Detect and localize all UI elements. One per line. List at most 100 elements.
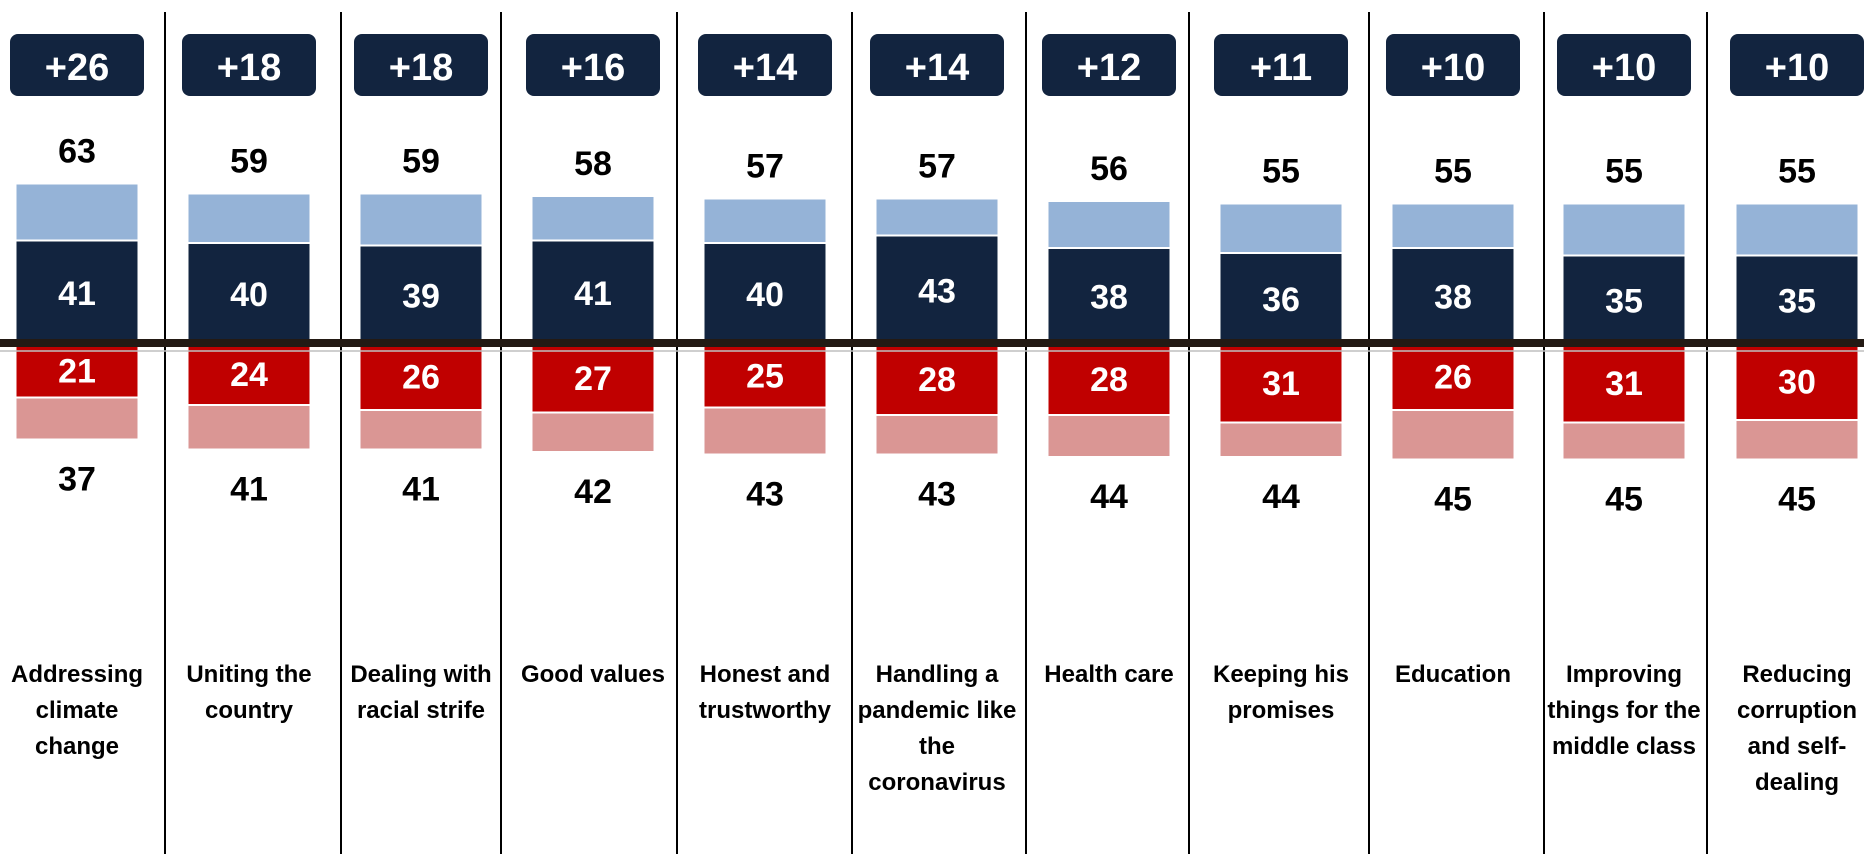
bar-strong-negative-label: 28: [918, 361, 956, 399]
bar-weak-positive: [360, 194, 482, 245]
bar-strong-negative-label: 31: [1262, 365, 1300, 403]
net-badge: [526, 34, 660, 96]
net-badge: [354, 34, 488, 96]
negative-total-label: 43: [918, 476, 956, 514]
net-badge: [10, 34, 144, 96]
bar-strong-negative: [1048, 344, 1170, 414]
net-badge-label: +14: [733, 47, 797, 89]
bar-weak-negative: [360, 411, 482, 449]
positive-total-label: 63: [58, 133, 96, 171]
category-label: Good values: [521, 661, 665, 688]
category-label: dealing: [1755, 769, 1839, 796]
negative-total-label: 43: [746, 476, 784, 514]
bar-weak-positive: [704, 199, 826, 242]
bar-strong-negative: [188, 344, 310, 404]
net-badge-label: +26: [45, 47, 109, 89]
bar-strong-positive-label: 35: [1778, 282, 1816, 320]
bar-strong-negative-label: 21: [58, 352, 96, 390]
negative-total-label: 45: [1434, 481, 1472, 519]
bar-weak-positive: [1736, 204, 1858, 255]
category-label: Reducing: [1742, 661, 1851, 688]
category-label: country: [205, 697, 294, 724]
category-label: racial strife: [357, 697, 485, 724]
category-label: Education: [1395, 661, 1511, 688]
negative-total-label: 42: [574, 473, 612, 511]
category-label: coronavirus: [868, 769, 1005, 796]
bar-strong-positive: [532, 241, 654, 344]
bar-strong-positive-label: 40: [230, 276, 268, 314]
bar-strong-negative: [876, 344, 998, 414]
positive-total-label: 59: [402, 143, 440, 181]
category-label: Dealing with: [350, 661, 491, 688]
bar-weak-positive: [876, 199, 998, 235]
bar-strong-positive-label: 40: [746, 276, 784, 314]
category-label: things for the: [1547, 697, 1700, 724]
bar-strong-positive: [360, 246, 482, 344]
net-badge: [1557, 34, 1691, 96]
bar-strong-positive-label: 43: [918, 272, 956, 310]
negative-total-label: 37: [58, 461, 96, 499]
bar-strong-negative: [360, 344, 482, 409]
bar-weak-positive: [1220, 204, 1342, 252]
net-badge-label: +10: [1421, 47, 1485, 89]
bar-strong-negative: [16, 344, 138, 397]
bar-strong-positive-label: 38: [1434, 279, 1472, 317]
negative-total-label: 44: [1090, 478, 1128, 516]
bar-weak-negative: [1736, 421, 1858, 459]
net-badge-label: +16: [561, 47, 625, 89]
bar-weak-negative: [16, 398, 138, 439]
bar-weak-negative: [188, 406, 310, 449]
category-label: trustworthy: [699, 697, 832, 724]
positive-total-label: 58: [574, 145, 612, 183]
bar-weak-positive: [188, 194, 310, 242]
category-label: Uniting the: [186, 661, 311, 688]
bar-strong-positive: [876, 236, 998, 344]
net-badge: [1386, 34, 1520, 96]
net-badge-label: +12: [1077, 47, 1141, 89]
bar-strong-positive-label: 38: [1090, 279, 1128, 317]
negative-total-label: 41: [230, 471, 268, 509]
bar-strong-positive: [16, 241, 138, 344]
positive-total-label: 55: [1434, 153, 1472, 191]
bar-strong-negative-label: 25: [746, 357, 784, 395]
category-label: the: [919, 733, 955, 760]
bar-weak-positive: [16, 184, 138, 240]
positive-total-label: 55: [1778, 153, 1816, 191]
bar-strong-positive: [1392, 249, 1514, 344]
category-label: Keeping his: [1213, 661, 1349, 688]
category-label: corruption: [1737, 697, 1857, 724]
net-badge-label: +14: [905, 47, 969, 89]
bar-weak-negative: [532, 413, 654, 451]
net-badge-label: +18: [389, 47, 453, 89]
bar-strong-positive-label: 36: [1262, 281, 1300, 319]
negative-total-label: 44: [1262, 478, 1300, 516]
net-badge: [1214, 34, 1348, 96]
category-label: change: [35, 733, 119, 760]
negative-total-label: 41: [402, 471, 440, 509]
bar-strong-negative-label: 24: [230, 356, 268, 394]
bar-strong-negative-label: 31: [1605, 365, 1643, 403]
category-label: climate: [36, 697, 119, 724]
bar-weak-positive: [532, 197, 654, 240]
positive-total-label: 59: [230, 143, 268, 181]
category-label: promises: [1228, 697, 1335, 724]
negative-total-label: 45: [1778, 481, 1816, 519]
bar-strong-negative: [1392, 344, 1514, 409]
net-badge-label: +10: [1592, 47, 1656, 89]
bar-strong-negative-label: 27: [574, 360, 612, 398]
bar-weak-positive: [1392, 204, 1514, 247]
bar-strong-negative: [1220, 344, 1342, 422]
net-badge: [182, 34, 316, 96]
bar-strong-positive: [1563, 256, 1685, 344]
net-badge-label: +11: [1250, 47, 1312, 89]
bar-weak-negative: [1392, 411, 1514, 459]
bar-strong-positive: [1220, 254, 1342, 344]
category-label: Honest and: [700, 661, 831, 688]
bar-weak-negative: [1048, 416, 1170, 456]
category-label: middle class: [1552, 733, 1696, 760]
net-badge: [870, 34, 1004, 96]
baseline: [0, 339, 1864, 347]
category-label: pandemic like: [858, 697, 1017, 724]
bar-strong-positive-label: 39: [402, 277, 440, 315]
positive-total-label: 55: [1262, 153, 1300, 191]
